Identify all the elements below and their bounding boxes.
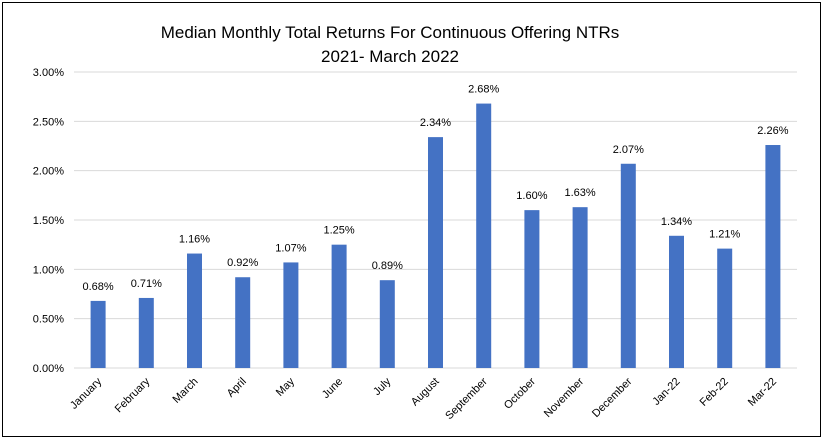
bar — [524, 210, 540, 368]
x-tick-label: August — [409, 376, 442, 409]
bar — [90, 300, 106, 368]
data-label: 1.21% — [709, 229, 740, 241]
y-tick-label: 1.50% — [33, 215, 64, 227]
x-tick-label: November — [542, 375, 587, 420]
bar — [669, 235, 684, 368]
data-label: 1.34% — [661, 216, 692, 228]
bar — [717, 248, 733, 368]
bar — [283, 262, 299, 368]
bar — [765, 145, 781, 368]
data-label: 2.34% — [420, 117, 451, 129]
x-axis-ticks: January February March April May June July Augu… — [68, 375, 779, 422]
data-label: 1.16% — [179, 234, 210, 246]
bar — [138, 297, 154, 368]
bar — [476, 103, 492, 368]
data-label: 1.07% — [275, 242, 306, 254]
bar-series — [90, 103, 781, 368]
data-label: 1.25% — [323, 225, 354, 237]
x-tick-label: October — [502, 375, 538, 411]
bar — [428, 137, 443, 368]
data-label: 1.60% — [516, 190, 547, 202]
y-tick-label: 1.00% — [33, 264, 64, 276]
y-tick-label: 0.50% — [33, 314, 64, 326]
bar — [379, 280, 395, 368]
bar — [187, 253, 202, 368]
data-label: 2.68% — [468, 84, 499, 96]
y-tick-label: 3.00% — [33, 67, 64, 79]
y-axis-ticks: 0.00% 0.50% 1.00% 1.50% 2.00% 2.50% 3.00% — [33, 67, 64, 375]
y-tick-label: 2.50% — [33, 116, 64, 128]
x-tick-label: Jan-22 — [650, 376, 682, 408]
data-label: 2.26% — [757, 125, 788, 137]
data-label: 0.71% — [131, 278, 162, 290]
chart-subtitle: 2021- March 2022 — [321, 47, 459, 66]
x-tick-label: Mar-22 — [746, 376, 779, 409]
bar — [620, 163, 636, 368]
x-tick-label: July — [371, 375, 394, 398]
x-tick-label: March — [171, 376, 201, 406]
x-tick-label: May — [274, 375, 298, 399]
data-label: 2.07% — [613, 144, 644, 156]
data-label: 1.63% — [564, 187, 595, 199]
y-tick-label: 2.00% — [33, 166, 64, 178]
chart-title: Median Monthly Total Returns For Continu… — [161, 23, 620, 42]
data-label: 0.68% — [82, 281, 113, 293]
bar — [331, 244, 347, 368]
y-tick-label: 0.00% — [33, 363, 64, 375]
data-label: 0.92% — [227, 257, 258, 269]
data-label: 0.89% — [372, 260, 403, 272]
data-labels: 0.68% 0.71% 1.16% 0.92% 1.07% 1.25% 0.89% 2.34%… — [82, 84, 788, 293]
x-tick-label: Feb-22 — [698, 376, 731, 409]
bar — [235, 277, 251, 368]
x-tick-label: September — [443, 375, 490, 422]
bar — [572, 207, 588, 368]
x-tick-label: December — [590, 375, 635, 420]
x-tick-label: June — [320, 376, 345, 401]
x-tick-label: April — [225, 376, 249, 400]
x-tick-label: January — [68, 375, 105, 412]
x-tick-label: February — [113, 375, 153, 415]
